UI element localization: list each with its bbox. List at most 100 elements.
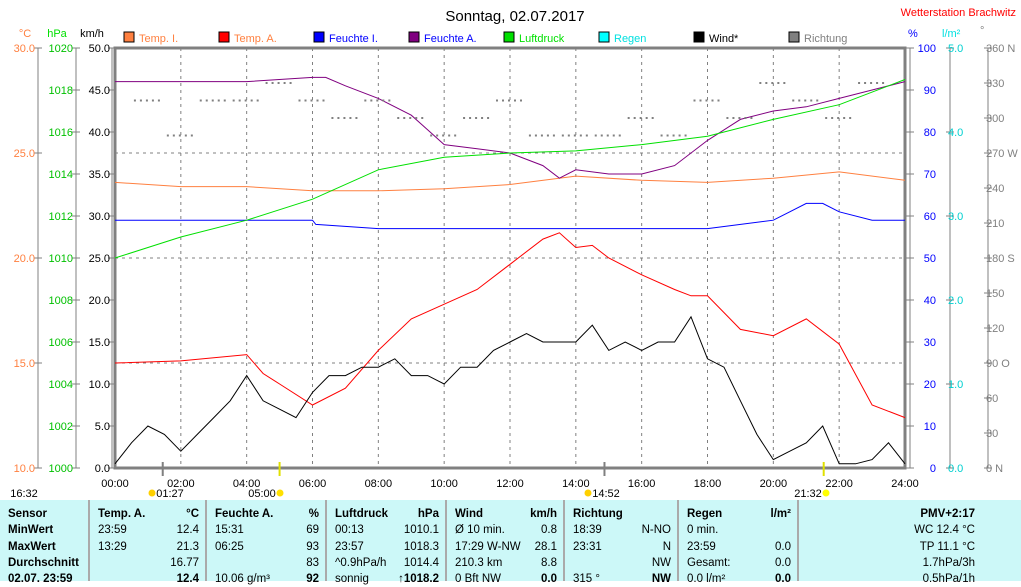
unit-hum: % xyxy=(308,508,319,520)
tick-label-deg: 180 S xyxy=(986,253,1015,265)
tick-label-celsius: 25.0 xyxy=(14,148,35,160)
tick-label-deg: 300 xyxy=(986,113,1004,125)
wind-max: 28.1 xyxy=(534,541,557,553)
dir-time-1: 18:39 xyxy=(573,524,602,536)
tick-label-hpa: 1008 xyxy=(49,295,73,307)
press-1h: 0.5hPa/1h xyxy=(922,573,975,585)
temp-max: 21.3 xyxy=(176,541,199,553)
tick-label-percent: 80 xyxy=(924,127,936,139)
x-tick-label: 22:00 xyxy=(825,478,853,490)
rain-now-label: 0.0 l/m² xyxy=(687,573,726,585)
tick-label-hpa: 1014 xyxy=(49,169,73,181)
tick-label-kmh: 15.0 xyxy=(89,337,110,349)
tick-label-deg: 30 xyxy=(986,428,998,440)
temp-avg: 16.77 xyxy=(170,557,199,569)
axis-unit-deg: ° xyxy=(980,25,984,37)
hum-min-time: 15:31 xyxy=(215,524,244,536)
rain-total: 0.0 xyxy=(775,557,791,569)
station-name: Wetterstation Brachwitz xyxy=(901,7,1016,19)
tick-label-kmh: 0.0 xyxy=(95,463,110,475)
wind-max-time: 17:29 W-NW xyxy=(455,541,521,553)
temp-max-time: 13:29 xyxy=(98,541,127,553)
event-time-moonset: 01:27 xyxy=(156,488,184,500)
tick-label-hpa: 1006 xyxy=(49,337,73,349)
hdr-sensor: Sensor xyxy=(8,508,47,520)
legend-label-temp_a: Temp. A. xyxy=(234,33,277,45)
unit-temp: °C xyxy=(186,508,199,520)
label-min: MinWert xyxy=(8,524,54,536)
x-tick-label: 18:00 xyxy=(694,478,722,490)
label-max: MaxWert xyxy=(8,541,56,553)
axis-unit-percent: % xyxy=(908,28,918,40)
legend-label-temp_i: Temp. I. xyxy=(139,33,178,45)
x-tick-label: 08:00 xyxy=(365,478,393,490)
x-tick-label: 16:00 xyxy=(628,478,656,490)
wind-avg-label: Ø 10 min. xyxy=(455,524,505,536)
x-tick-label: 02:00 xyxy=(167,478,195,490)
stats-table: Sensor MinWert MaxWert Durchschnitt 02.0… xyxy=(0,500,1021,585)
dir-2: N xyxy=(662,541,671,553)
tick-label-deg: 120 xyxy=(986,323,1004,335)
tick-label-rain: 0.0 xyxy=(948,463,963,475)
legend-swatch-luftdruck xyxy=(503,31,515,43)
x-tick-label: 20:00 xyxy=(760,478,788,490)
rain-last: 0.0 xyxy=(775,541,791,553)
legend-swatch-richtung xyxy=(788,31,800,43)
label-avg: Durchschnitt xyxy=(8,557,79,569)
tick-label-rain: 2.0 xyxy=(948,295,963,307)
wind-bft: 0 Bft NW xyxy=(455,573,502,585)
legend-label-wind: Wind* xyxy=(709,33,739,45)
x-tick-label: 14:00 xyxy=(562,478,590,490)
tick-label-deg: 240 xyxy=(986,183,1004,195)
tick-label-rain: 5.0 xyxy=(948,43,963,55)
legend-swatch-temp_a xyxy=(218,31,230,43)
col-temp: Temp. A. °C 23:59 12.4 13:29 21.3 16.77 12.… xyxy=(90,500,207,585)
tick-label-percent: 30 xyxy=(924,337,936,349)
dir-now: NW xyxy=(651,573,671,585)
rain-duration: 0 min. xyxy=(687,524,719,536)
col-extra: PMV+2:17 WC 12.4 °C TP 11.1 °C 1.7hPa/3h… xyxy=(799,500,1021,585)
tick-label-hpa: 1016 xyxy=(49,127,73,139)
tick-label-rain: 1.0 xyxy=(948,379,963,391)
unit-wind: km/h xyxy=(530,508,557,520)
tick-label-kmh: 20.0 xyxy=(89,295,110,307)
legend-label-luftdruck: Luftdruck xyxy=(519,33,565,45)
temp-min: 12.4 xyxy=(176,524,199,536)
hdr-temp: Temp. A. xyxy=(98,508,146,520)
tick-label-hpa: 1020 xyxy=(49,43,73,55)
tick-label-percent: 60 xyxy=(924,211,936,223)
wind-mean: 8.8 xyxy=(541,557,557,569)
tick-label-kmh: 40.0 xyxy=(89,127,110,139)
col-rain: Regen l/m² 0 min. 23:59 0.0 Gesamt: 0.0 0.0… xyxy=(679,500,799,585)
press-3h: 1.7hPa/3h xyxy=(922,557,975,569)
dir-time-2: 23:31 xyxy=(573,541,602,553)
press-now: ↑1018.2 xyxy=(398,573,439,585)
press-min-time: 00:13 xyxy=(335,524,364,536)
tick-label-hpa: 1002 xyxy=(49,421,73,433)
tick-label-deg: 150 xyxy=(986,288,1004,300)
legend-swatch-regen xyxy=(598,31,610,43)
pmv: PMV+2:17 xyxy=(920,508,975,520)
tick-label-percent: 0 xyxy=(930,463,936,475)
tick-label-hpa: 1010 xyxy=(49,253,73,265)
tick-label-deg: 0 N xyxy=(986,463,1003,475)
event-time-sunset: 21:32 xyxy=(794,488,822,500)
tick-label-hpa: 1012 xyxy=(49,211,73,223)
temp-now: 12.4 xyxy=(176,573,199,585)
tick-label-percent: 20 xyxy=(924,379,936,391)
tick-label-percent: 100 xyxy=(918,43,936,55)
sun-icon xyxy=(276,489,284,497)
event-time-moon2: 14:52 xyxy=(592,488,620,500)
tick-label-deg: 330 xyxy=(986,78,1004,90)
hum-abs: 10.06 g/m³ xyxy=(215,573,270,585)
x-tick-label: 12:00 xyxy=(496,478,524,490)
dewpoint: TP 11.1 °C xyxy=(919,541,975,553)
tick-label-deg: 60 xyxy=(986,393,998,405)
hdr-dir: Richtung xyxy=(573,508,623,520)
col-humidity: Feuchte A.% 15:31 69 06:25 93 83 10.06 g/m… xyxy=(207,500,327,585)
series-feuchte_a xyxy=(115,76,906,179)
legend-swatch-feuchte_i xyxy=(313,31,325,43)
label-now: 02.07. 23:59 xyxy=(8,573,73,585)
axis-unit-celsius: °C xyxy=(19,28,31,40)
series-temp_i xyxy=(114,171,906,192)
